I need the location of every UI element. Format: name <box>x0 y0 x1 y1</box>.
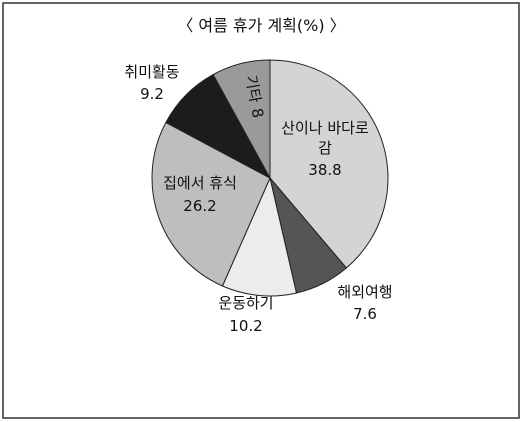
pie-slice <box>221 176 298 297</box>
frame <box>2 2 520 419</box>
value-label: 7.6 <box>353 305 377 323</box>
value-label: 8 <box>247 106 268 120</box>
pie-slice <box>151 121 271 287</box>
pie-slice <box>269 59 389 269</box>
category-label: 해외여행 <box>337 283 393 301</box>
chart-title: 〈 여름 휴가 계획(%) 〉 <box>177 16 346 35</box>
category-label: 취미활동 <box>124 63 180 81</box>
value-label: 10.2 <box>229 317 263 335</box>
category-label: 산이나 바다로 감 <box>281 119 369 157</box>
value-label: 38.8 <box>308 161 342 179</box>
value-label: 26.2 <box>183 197 217 215</box>
category-label: 기타 <box>241 73 265 105</box>
pie-slice <box>212 59 271 179</box>
category-label: 운동하기 <box>218 294 274 312</box>
value-label: 9.2 <box>140 85 164 103</box>
category-label: 집에서 휴식 <box>163 174 237 192</box>
